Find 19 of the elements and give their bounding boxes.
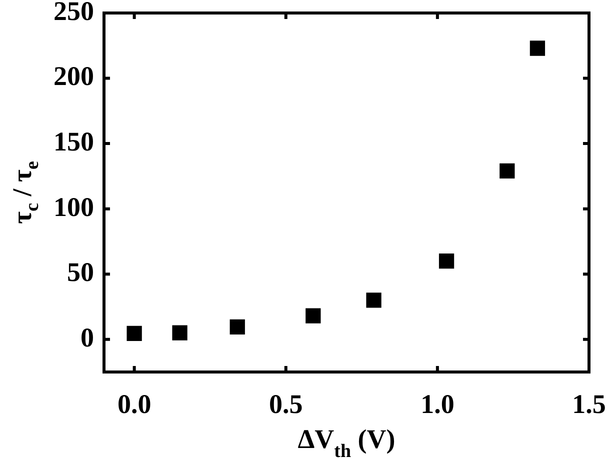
- y-axis-title: τc / τe: [6, 161, 43, 224]
- y-tick-label: 100: [54, 192, 94, 222]
- y-tick-label: 200: [54, 61, 94, 92]
- x-tick-label: 0.0: [117, 389, 152, 420]
- y-tick-label: 150: [54, 126, 94, 157]
- y-tick-label: 0: [80, 322, 94, 352]
- x-tick-label: 1.0: [420, 389, 454, 420]
- point: [366, 292, 382, 308]
- point: [306, 308, 321, 324]
- point: [530, 40, 546, 56]
- x-tick-label: 0.5: [269, 389, 303, 420]
- y-tick-label: 50: [67, 257, 94, 288]
- point: [230, 319, 245, 335]
- point: [172, 325, 188, 340]
- x-tick-label: 1.5: [572, 389, 606, 420]
- point: [438, 253, 454, 269]
- point: [500, 163, 515, 179]
- y-tick-label: 250: [54, 0, 94, 26]
- point: [126, 326, 142, 342]
